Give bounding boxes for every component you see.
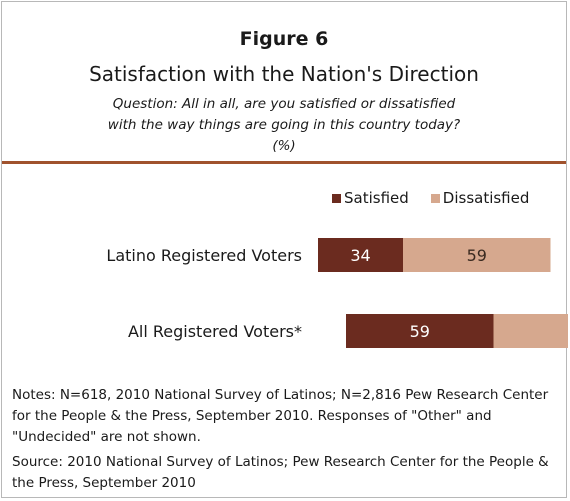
notes-text: Notes: N=618, 2010 National Survey of La…: [12, 387, 549, 445]
category-label: All Registered Voters*: [128, 322, 302, 341]
question-line-1: Question: All in all, are you satisfied …: [112, 96, 456, 112]
legend-item-dissatisfied: Dissatisfied: [430, 189, 530, 207]
legend-label-satisfied: Satisfied: [344, 189, 409, 207]
legend-swatch-dissatisfied: [430, 193, 440, 203]
question-text: Question: All in all, are you satisfied …: [62, 94, 506, 157]
bar-satisfied: [346, 314, 494, 348]
bar-satisfied: [318, 238, 403, 272]
bar-chart: Latino Registered Voters 34 59 All Register…: [106, 238, 568, 348]
data-label-satisfied: 59: [410, 322, 430, 341]
notes-block: Notes: N=618, 2010 National Survey of La…: [12, 385, 562, 494]
legend-label-dissatisfied: Dissatisfied: [442, 189, 530, 207]
data-label-satisfied: 34: [350, 246, 370, 265]
data-label-dissatisfied: 59: [467, 246, 487, 265]
bar-dissatisfied: [493, 314, 568, 348]
chart-title: Satisfaction with the Nation's Direction: [89, 62, 479, 86]
source-text: Source: 2010 National Survey of Latinos;…: [12, 454, 549, 491]
legend-item-satisfied: Satisfied: [332, 189, 409, 207]
question-line-2: with the way things are going in this co…: [107, 117, 461, 133]
legend: Satisfied Dissatisfied: [332, 188, 529, 208]
header-divider: [2, 161, 566, 164]
bar-dissatisfied: [403, 238, 551, 272]
category-label: Latino Registered Voters: [106, 246, 302, 265]
legend-swatch-satisfied: [332, 193, 341, 203]
figure-label: Figure 6: [239, 28, 329, 50]
figure-header: Figure 6 Satisfaction with the Nation's …: [2, 2, 566, 162]
unit-label: (%): [272, 138, 296, 154]
